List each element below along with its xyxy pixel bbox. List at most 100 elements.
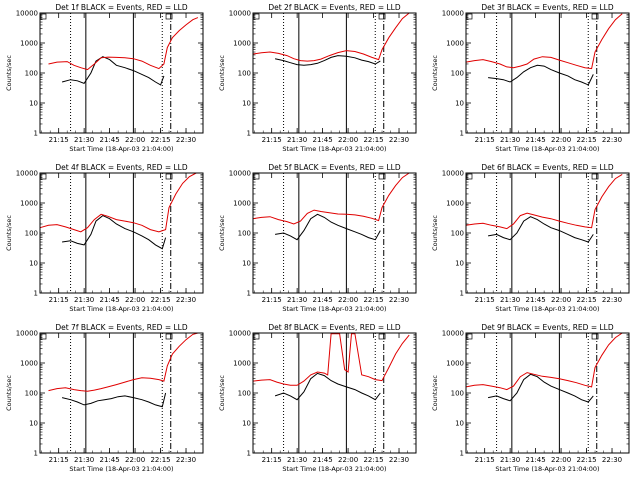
y-tick-label: 10 [29, 260, 38, 268]
x-tick-label: 22:30 [602, 296, 622, 304]
x-tick-label: 21:45 [526, 456, 546, 464]
y-axis-label: Counts/sec [5, 375, 13, 411]
plot-frame [39, 172, 204, 294]
y-tick-label: 10 [242, 260, 251, 268]
x-tick-label: 22:15 [576, 456, 596, 464]
y-tick-label: 100 [25, 390, 38, 398]
x-tick-label: 22:00 [338, 136, 358, 144]
x-tick-label: 22:15 [363, 136, 383, 144]
x-tick-label: 21:30 [74, 136, 94, 144]
corner-box-icon [253, 13, 260, 20]
y-tick-label: 1000 [233, 40, 251, 48]
y-tick-label: 1 [460, 290, 464, 298]
series-line-red [252, 333, 410, 386]
series-line-red [465, 332, 623, 391]
x-tick-label: 21:15 [49, 296, 69, 304]
y-axis-label: Counts/sec [431, 375, 439, 411]
y-tick-label: 10000 [16, 10, 38, 18]
y-tick-label: 10000 [229, 10, 251, 18]
corner-box-icon [40, 333, 47, 340]
y-tick-label: 1 [247, 450, 251, 458]
y-tick-label: 10 [29, 100, 38, 108]
y-tick-label: 1 [34, 130, 38, 138]
y-tick-label: 1 [460, 130, 464, 138]
y-tick-label: 100 [238, 390, 251, 398]
x-tick-label: 21:45 [526, 296, 546, 304]
series-line-black [61, 56, 165, 86]
series-line-black [62, 215, 167, 250]
y-tick-label: 1000 [20, 40, 38, 48]
chart-panel-4: Det 4f BLACK = Events, RED = LLD Counts/s… [5, 163, 204, 313]
x-tick-label: 21:45 [526, 136, 546, 144]
marker-box-icon [378, 173, 386, 180]
chart-title: Det 1f BLACK = Events, RED = LLD [55, 3, 188, 12]
y-axis-label: Counts/sec [218, 55, 226, 91]
x-tick-label: 21:30 [500, 296, 520, 304]
x-tick-label: 21:30 [500, 456, 520, 464]
x-tick-label: 22:00 [551, 136, 571, 144]
series-line-black [488, 373, 594, 403]
x-axis-label: Start Time (18-Apr-03 21:04:00) [282, 305, 386, 313]
marker-box-icon [591, 173, 599, 180]
chart-title: Det 8f BLACK = Events, RED = LLD [268, 323, 401, 332]
marker-box-icon [591, 333, 599, 340]
x-tick-label: 21:30 [500, 136, 520, 144]
chart-title: Det 2f BLACK = Events, RED = LLD [268, 3, 401, 12]
x-tick-label: 22:00 [125, 136, 145, 144]
x-tick-label: 22:30 [602, 136, 622, 144]
x-axis-label: Start Time (18-Apr-03 21:04:00) [282, 145, 386, 153]
x-tick-label: 22:30 [389, 296, 409, 304]
x-tick-label: 22:30 [389, 456, 409, 464]
marker-box-icon [165, 13, 173, 20]
y-tick-label: 100 [25, 70, 38, 78]
x-tick-label: 22:00 [338, 456, 358, 464]
plot-frame [465, 12, 630, 134]
x-tick-label: 21:45 [100, 296, 120, 304]
corner-box-icon [466, 13, 473, 20]
y-tick-label: 1000 [20, 360, 38, 368]
x-tick-label: 22:30 [176, 136, 196, 144]
x-axis-label: Start Time (18-Apr-03 21:04:00) [495, 465, 599, 473]
series-line-black [488, 216, 594, 243]
x-tick-label: 21:15 [49, 136, 69, 144]
series-line-red [465, 173, 623, 230]
y-axis-label: Counts/sec [5, 55, 13, 91]
x-tick-label: 21:30 [74, 296, 94, 304]
y-tick-label: 10000 [16, 170, 38, 178]
chart-panel-3: Det 3f BLACK = Events, RED = LLD Counts/s… [431, 3, 630, 153]
y-tick-label: 1 [34, 290, 38, 298]
plot-frame [465, 172, 630, 294]
y-tick-label: 10 [242, 100, 251, 108]
chart-panel-7: Det 7f BLACK = Events, RED = LLD Counts/s… [5, 323, 204, 473]
y-tick-label: 1 [34, 450, 38, 458]
series-line-black [274, 372, 381, 401]
x-tick-label: 22:00 [338, 296, 358, 304]
x-tick-label: 22:15 [576, 136, 596, 144]
x-tick-label: 22:15 [576, 296, 596, 304]
chart-title: Det 3f BLACK = Events, RED = LLD [481, 3, 614, 12]
y-tick-label: 1000 [233, 360, 251, 368]
x-tick-label: 21:45 [100, 136, 120, 144]
x-tick-label: 22:00 [125, 456, 145, 464]
series-line-black [61, 392, 167, 408]
y-tick-label: 10000 [442, 330, 464, 338]
x-axis-label: Start Time (18-Apr-03 21:04:00) [495, 305, 599, 313]
chart-title: Det 4f BLACK = Events, RED = LLD [55, 163, 188, 172]
marker-box-icon [165, 333, 173, 340]
x-tick-label: 21:30 [287, 136, 307, 144]
x-tick-label: 21:15 [262, 456, 282, 464]
y-axis-label: Counts/sec [218, 215, 226, 251]
chart-title: Det 5f BLACK = Events, RED = LLD [268, 163, 401, 172]
series-line-black [274, 55, 381, 66]
x-tick-label: 22:15 [150, 456, 170, 464]
chart-panel-9: Det 9f BLACK = Events, RED = LLD Counts/s… [431, 323, 630, 473]
y-tick-label: 1 [460, 450, 464, 458]
chart-title: Det 6f BLACK = Events, RED = LLD [481, 163, 614, 172]
y-tick-label: 1000 [446, 40, 464, 48]
x-tick-label: 22:30 [176, 296, 196, 304]
chart-title: Det 9f BLACK = Events, RED = LLD [481, 323, 614, 332]
x-axis-label: Start Time (18-Apr-03 21:04:00) [69, 305, 173, 313]
x-tick-label: 21:15 [475, 456, 495, 464]
plot-frame [252, 172, 417, 294]
x-tick-label: 21:15 [475, 296, 495, 304]
